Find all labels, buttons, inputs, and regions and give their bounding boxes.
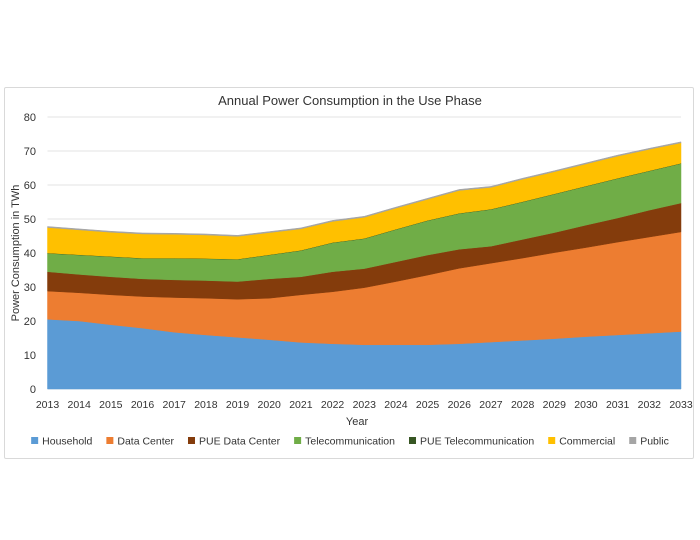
x-tick-label: 2031 bbox=[606, 399, 630, 411]
x-tick-label: 2023 bbox=[353, 399, 377, 411]
x-tick-label: 2014 bbox=[67, 399, 91, 411]
legend-item: Data Center bbox=[106, 436, 174, 448]
x-tick-label: 2029 bbox=[543, 399, 567, 411]
x-tick-label: 2027 bbox=[479, 399, 503, 411]
y-tick-label: 30 bbox=[24, 282, 36, 294]
legend-item: Commercial bbox=[548, 436, 615, 448]
legend-item: PUE Data Center bbox=[187, 436, 281, 448]
x-tick-label: 2025 bbox=[416, 399, 440, 411]
legend-label: Household bbox=[42, 436, 92, 448]
legend-swatch bbox=[409, 437, 417, 444]
x-tick-label: 2032 bbox=[638, 399, 662, 411]
legend-label: PUE Telecommunication bbox=[420, 436, 534, 448]
x-axis-label: Year bbox=[346, 416, 369, 428]
legend-swatch bbox=[187, 437, 195, 444]
y-tick-label: 70 bbox=[24, 146, 36, 158]
legend-swatch bbox=[548, 437, 556, 444]
legend-item: Household bbox=[31, 436, 93, 448]
legend-item: Telecommunication bbox=[294, 436, 395, 448]
y-axis-label: Power Consumption in TWh bbox=[10, 185, 22, 322]
y-tick-label: 80 bbox=[24, 112, 36, 124]
legend-label: Commercial bbox=[559, 436, 615, 448]
legend-item: PUE Telecommunication bbox=[409, 436, 534, 448]
x-tick-label: 2028 bbox=[511, 399, 535, 411]
y-tick-label: 0 bbox=[30, 384, 36, 396]
x-tick-label: 2018 bbox=[194, 399, 218, 411]
x-tick-label: 2026 bbox=[448, 399, 472, 411]
legend-label: PUE Data Center bbox=[199, 436, 281, 448]
legend-swatch bbox=[629, 437, 637, 444]
x-tick-label: 2017 bbox=[163, 399, 187, 411]
y-tick-label: 40 bbox=[24, 248, 36, 260]
legend-label: Data Center bbox=[117, 436, 174, 448]
legend-label: Telecommunication bbox=[305, 436, 395, 448]
x-tick-label: 2022 bbox=[321, 399, 345, 411]
x-tick-label: 2019 bbox=[226, 399, 250, 411]
x-tick-label: 2013 bbox=[36, 399, 60, 411]
x-tick-label: 2030 bbox=[574, 399, 598, 411]
legend-swatch bbox=[294, 437, 302, 444]
x-tick-label: 2033 bbox=[669, 399, 693, 411]
y-tick-label: 60 bbox=[24, 180, 36, 192]
x-tick-label: 2021 bbox=[289, 399, 313, 411]
x-tick-label: 2020 bbox=[258, 399, 282, 411]
chart-title: Annual Power Consumption in the Use Phas… bbox=[218, 93, 482, 108]
x-tick-label: 2015 bbox=[99, 399, 123, 411]
x-tick-label: 2016 bbox=[131, 399, 155, 411]
legend-swatch bbox=[31, 437, 39, 444]
legend-swatch bbox=[106, 437, 114, 444]
y-tick-label: 50 bbox=[24, 214, 36, 226]
area-public bbox=[47, 141, 682, 237]
legend-item: Public bbox=[629, 436, 669, 448]
y-tick-label: 20 bbox=[24, 316, 36, 328]
x-tick-label: 2024 bbox=[384, 399, 408, 411]
legend-label: Public bbox=[640, 436, 669, 448]
y-tick-label: 10 bbox=[24, 350, 36, 362]
